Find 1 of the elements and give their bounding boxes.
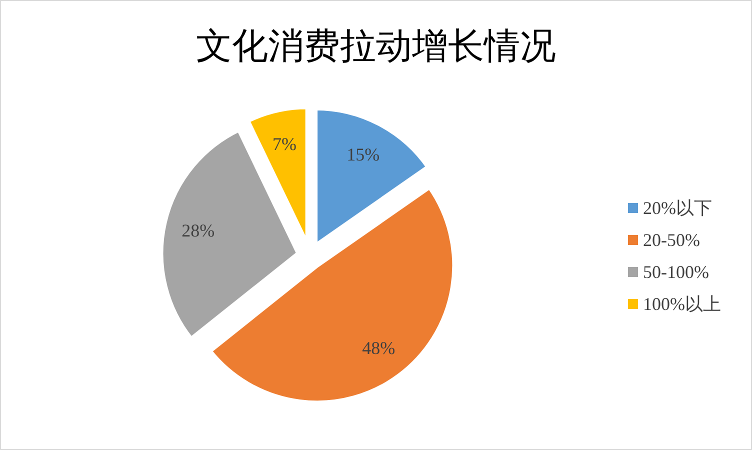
title: 文化消费拉动增长情况: [196, 26, 556, 66]
